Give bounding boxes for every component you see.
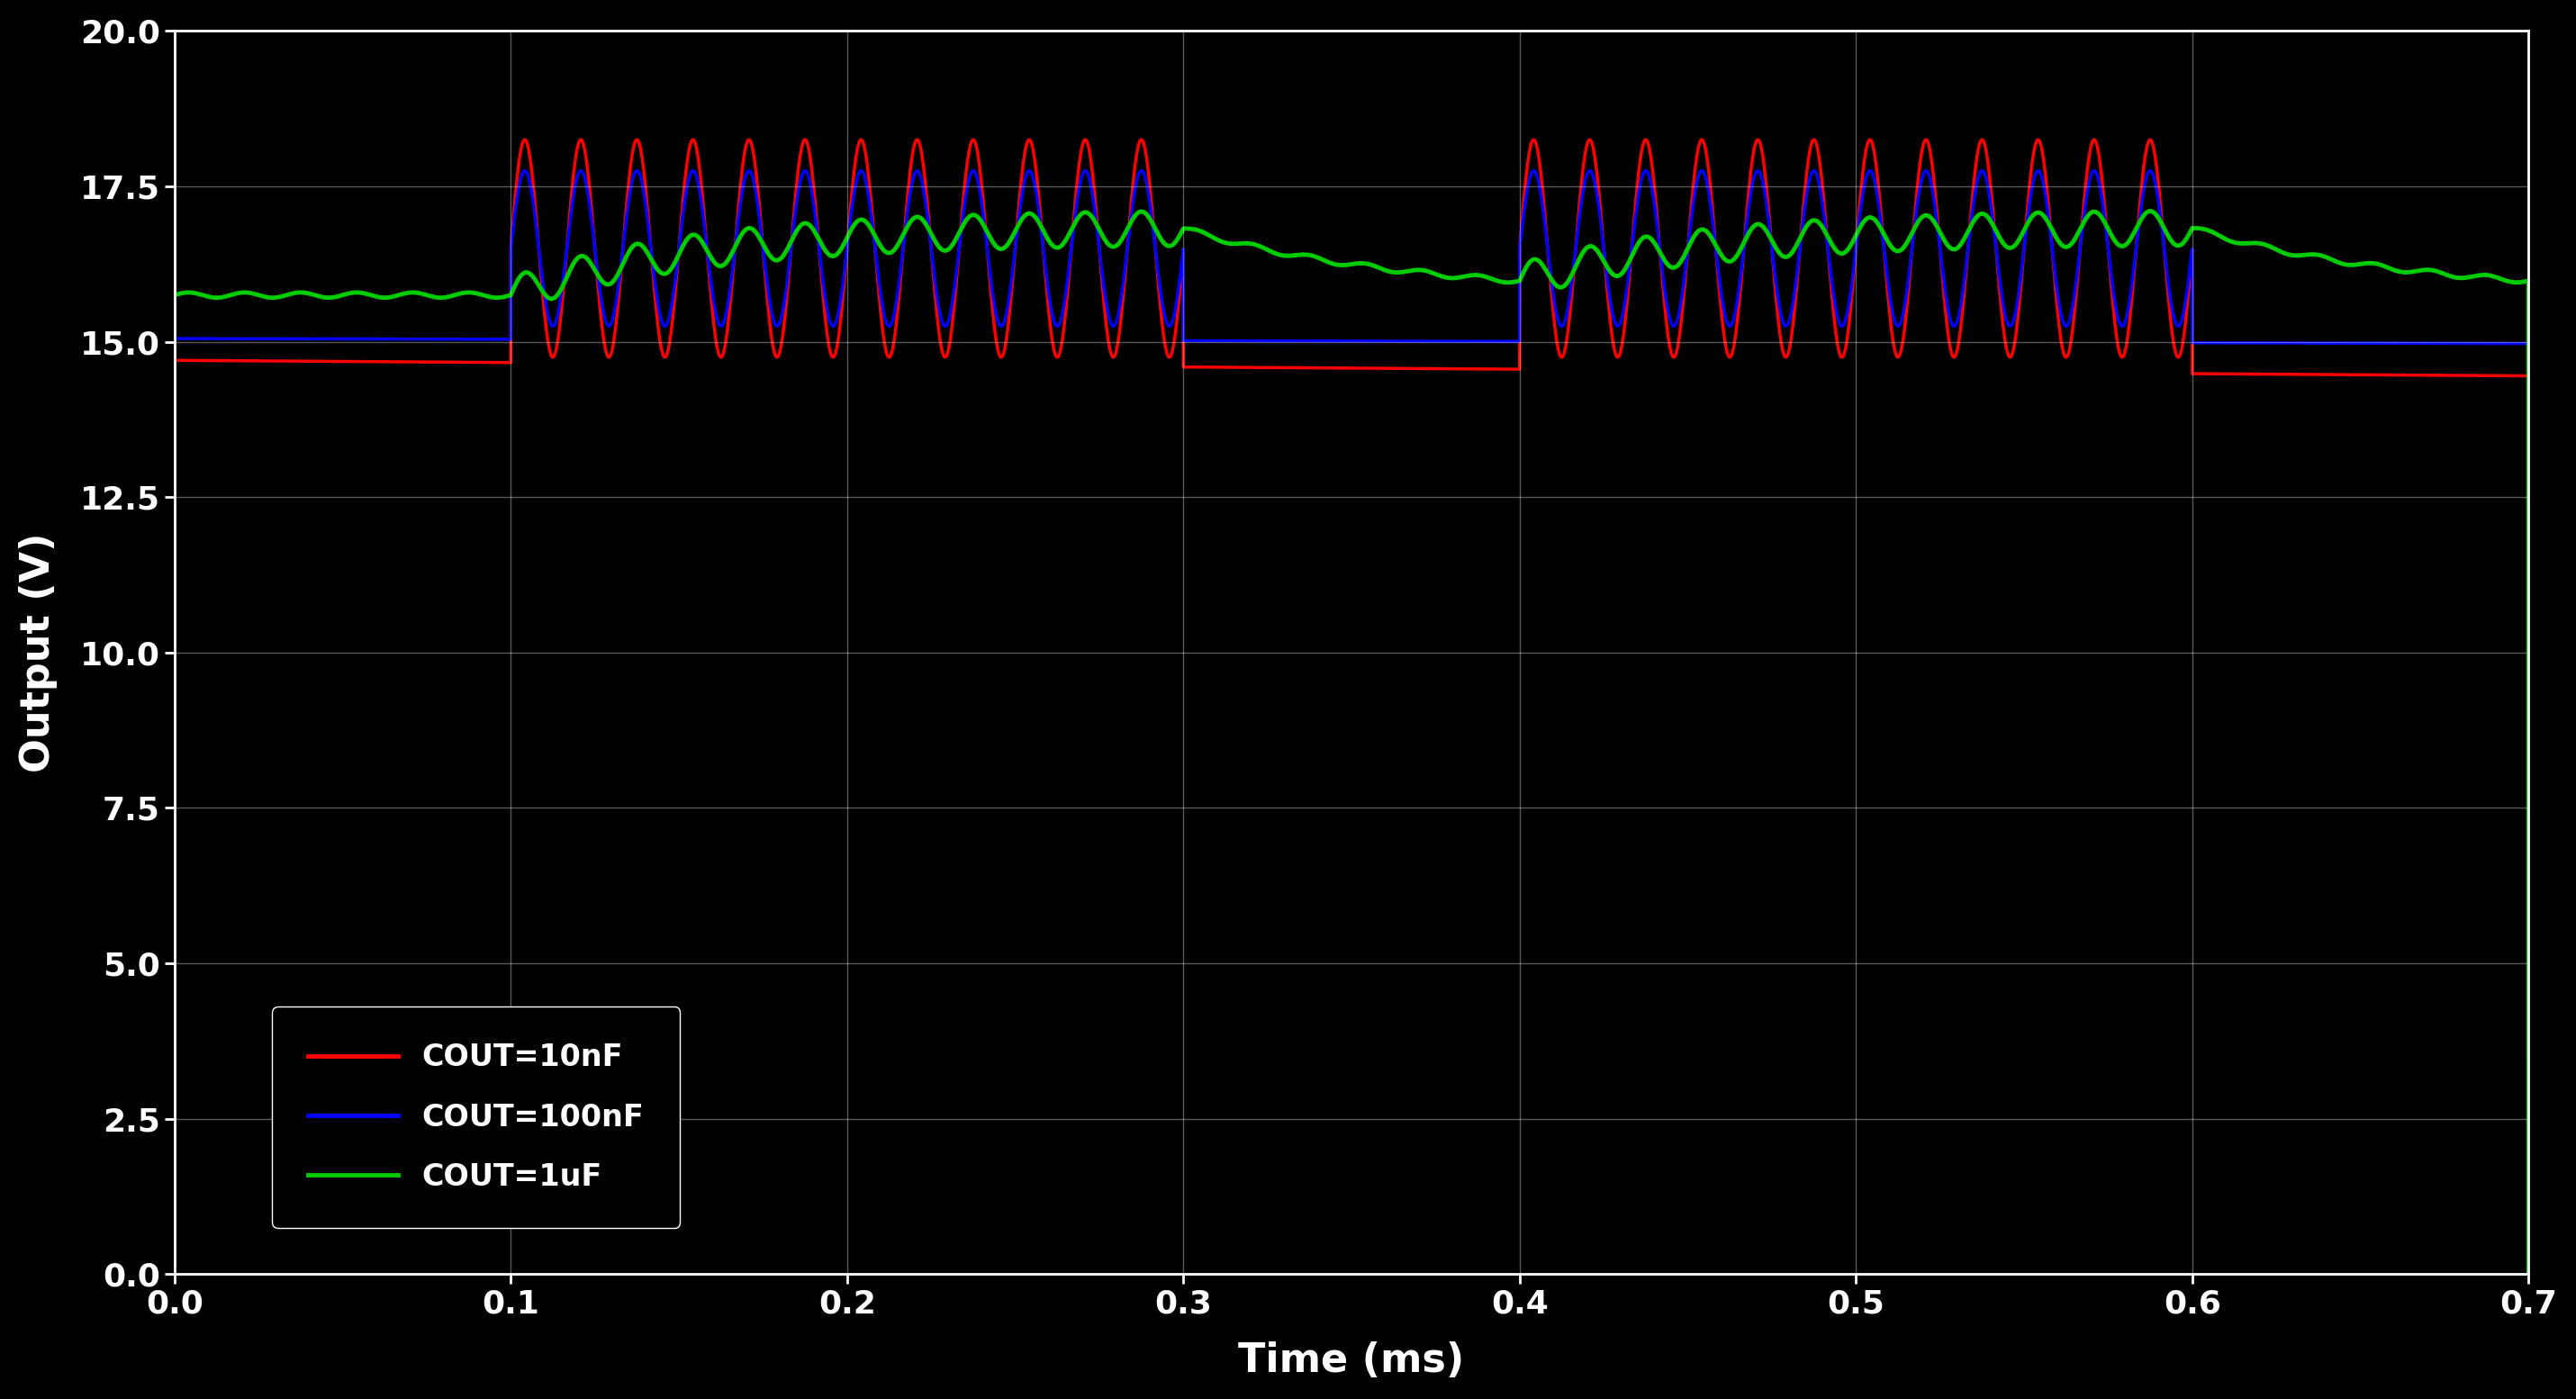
Y-axis label: Output (V): Output (V): [18, 533, 57, 772]
Line: COUT=10nF: COUT=10nF: [175, 140, 2530, 1274]
COUT=1uF: [2514, 1266, 2545, 1283]
COUT=10nF: [2354, 367, 2385, 383]
COUT=100nF: [160, 330, 191, 347]
COUT=100nF: [2514, 1266, 2545, 1283]
COUT=100nF: [621, 162, 652, 179]
COUT=10nF: [2514, 1266, 2545, 1283]
COUT=10nF: [420, 354, 451, 371]
Line: COUT=100nF: COUT=100nF: [175, 171, 2530, 1274]
COUT=1uF: [644, 262, 675, 278]
Legend: COUT=10nF, COUT=100nF, COUT=1uF: COUT=10nF, COUT=100nF, COUT=1uF: [273, 1007, 680, 1228]
COUT=100nF: [644, 298, 675, 315]
COUT=10nF: [1690, 134, 1721, 151]
COUT=1uF: [2354, 255, 2385, 271]
COUT=1uF: [1687, 221, 1718, 238]
COUT=10nF: [160, 353, 191, 369]
X-axis label: Time (ms): Time (ms): [1239, 1342, 1466, 1381]
COUT=1uF: [453, 284, 484, 301]
Line: COUT=1uF: COUT=1uF: [175, 211, 2530, 1274]
COUT=1uF: [1370, 262, 1401, 278]
COUT=10nF: [453, 354, 484, 371]
COUT=10nF: [1370, 360, 1401, 376]
COUT=1uF: [160, 287, 191, 304]
COUT=1uF: [2136, 203, 2166, 220]
COUT=1uF: [420, 288, 451, 305]
COUT=100nF: [1690, 165, 1721, 182]
COUT=100nF: [1370, 333, 1401, 350]
COUT=100nF: [2354, 334, 2385, 351]
COUT=10nF: [644, 322, 675, 339]
COUT=100nF: [420, 330, 451, 347]
COUT=10nF: [621, 132, 652, 148]
COUT=100nF: [453, 330, 484, 347]
